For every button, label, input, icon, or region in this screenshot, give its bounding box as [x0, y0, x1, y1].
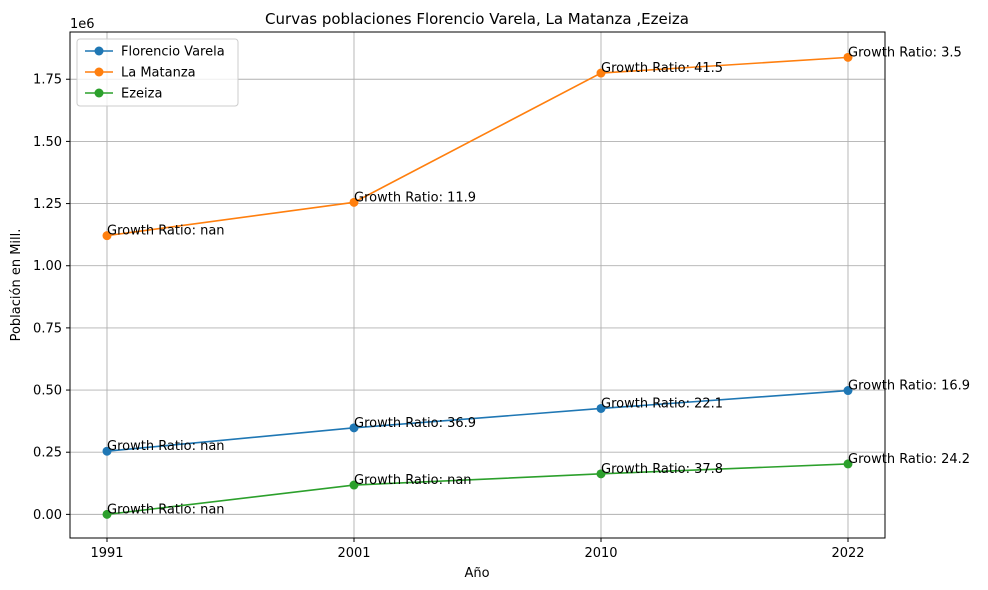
series-line	[106, 56, 849, 237]
x-axis-label: Año	[464, 566, 489, 581]
data-point	[102, 446, 112, 456]
data-point	[843, 52, 853, 62]
series-line	[106, 389, 849, 453]
chart-title: Curvas poblaciones Florencio Varela, La …	[265, 10, 689, 28]
x-tick-label: 1991	[90, 546, 123, 561]
data-point	[596, 469, 606, 479]
growth-ratio-annotation: Growth Ratio: 3.5	[848, 45, 962, 60]
legend-entry: Florencio Varela	[121, 45, 225, 60]
data-point	[102, 231, 112, 241]
data-point	[843, 386, 853, 396]
plot-frame	[69, 31, 886, 539]
y-tick-label: 0.25	[33, 446, 62, 461]
series-line	[106, 463, 849, 516]
data-point	[349, 480, 359, 490]
y-tick-label: 1.00	[33, 259, 62, 274]
data-point	[349, 423, 359, 433]
legend: Florencio Varela La Matanza Ezeiza	[76, 38, 239, 107]
growth-ratio-annotation: Growth Ratio: nan	[107, 502, 225, 517]
point-annotations: Growth Ratio: nan Growth Ratio: 36.9 Growt…	[107, 45, 970, 517]
legend-marker	[94, 46, 104, 56]
growth-ratio-annotation: Growth Ratio: 41.5	[601, 61, 723, 76]
series-lines	[102, 52, 853, 519]
legend-box	[76, 38, 239, 107]
data-point	[102, 509, 112, 519]
legend-marker	[94, 88, 104, 98]
growth-ratio-annotation: Growth Ratio: 11.9	[354, 190, 476, 205]
growth-ratio-annotation: Growth Ratio: 36.9	[354, 416, 476, 431]
grid-lines	[70, 32, 885, 538]
x-tick-label: 2022	[831, 546, 864, 561]
data-point	[349, 197, 359, 207]
legend-entry: La Matanza	[121, 66, 196, 81]
growth-ratio-annotation: Growth Ratio: 37.8	[601, 462, 723, 477]
y-tick-label: 1.25	[33, 197, 62, 212]
y-tick-label: 1.75	[33, 73, 62, 88]
x-tick-label: 2010	[584, 546, 617, 561]
axis-ticks: 1991 2001 2010 2022 0.00 0.25 0.50 0.75 1.00 1.25…	[33, 73, 865, 561]
y-axis-label: Población en Mill.	[9, 229, 24, 342]
legend-marker	[94, 67, 104, 77]
data-point	[596, 68, 606, 78]
x-tick-label: 2001	[337, 546, 370, 561]
legend-entry: Ezeiza	[121, 87, 162, 102]
growth-ratio-annotation: Growth Ratio: 16.9	[848, 379, 970, 394]
growth-ratio-annotation: Growth Ratio: nan	[354, 473, 472, 488]
y-tick-label: 0.75	[33, 321, 62, 336]
y-tick-label: 0.50	[33, 384, 62, 399]
y-tick-label: 1.50	[33, 135, 62, 150]
y-offset-label: 1e6	[70, 17, 95, 32]
growth-ratio-annotation: Growth Ratio: nan	[107, 439, 225, 454]
y-tick-label: 0.00	[33, 508, 62, 523]
growth-ratio-annotation: Growth Ratio: 22.1	[601, 396, 723, 411]
growth-ratio-annotation: Growth Ratio: 24.2	[848, 452, 970, 467]
data-point	[843, 459, 853, 469]
growth-ratio-annotation: Growth Ratio: nan	[107, 224, 225, 239]
data-point	[596, 403, 606, 413]
